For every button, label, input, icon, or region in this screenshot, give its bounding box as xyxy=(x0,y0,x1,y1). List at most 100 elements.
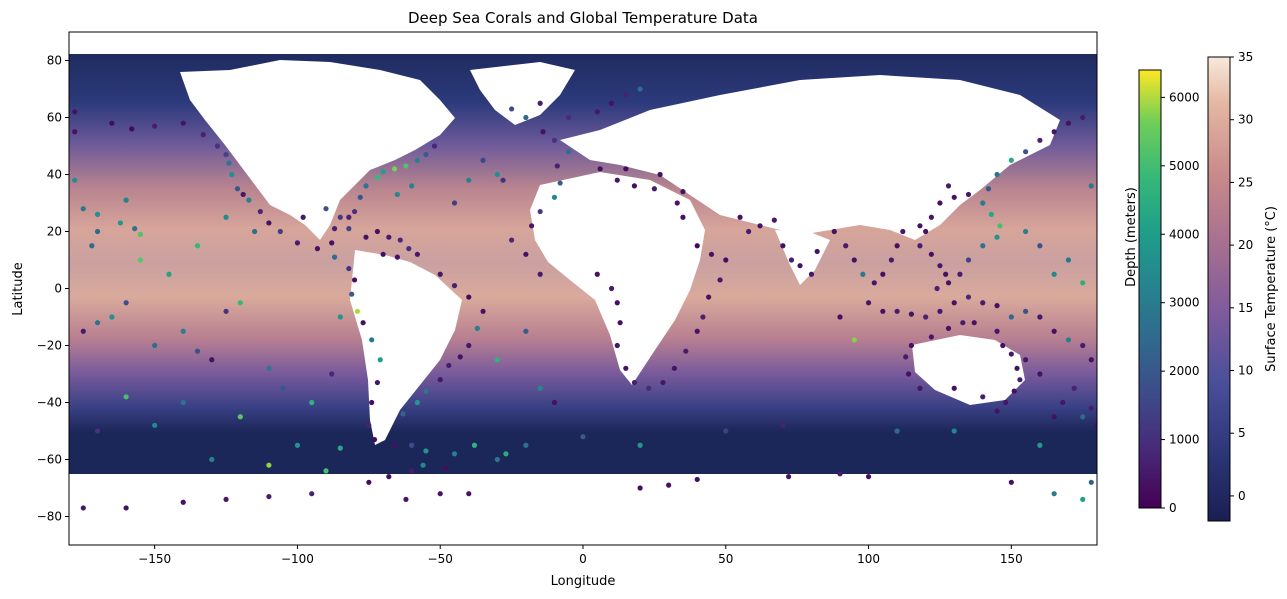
coral-point xyxy=(723,428,729,434)
coral-point xyxy=(166,271,172,277)
coral-point xyxy=(354,308,361,314)
coral-point xyxy=(466,294,472,300)
coral-point xyxy=(894,308,900,314)
coral-point xyxy=(637,86,643,92)
coral-point xyxy=(797,263,803,269)
coral-point xyxy=(374,174,380,180)
coral-point xyxy=(423,388,429,394)
coral-point xyxy=(623,365,629,371)
coral-point xyxy=(237,300,243,306)
coral-point xyxy=(865,300,872,306)
coral-point xyxy=(746,228,752,235)
coral-point xyxy=(437,271,443,277)
coral-point xyxy=(1071,385,1077,391)
coral-point xyxy=(1088,357,1094,363)
depth-tick-label: 3000 xyxy=(1169,296,1200,310)
coral-point xyxy=(965,294,972,300)
coral-point xyxy=(229,171,235,178)
temperature-tick-label: 10 xyxy=(1238,364,1253,378)
coral-point xyxy=(72,129,78,135)
coral-point xyxy=(152,123,158,129)
coral-point xyxy=(666,482,672,488)
coral-point xyxy=(908,342,914,349)
coral-point xyxy=(837,314,843,320)
coral-point xyxy=(529,223,535,229)
coral-point xyxy=(152,422,158,428)
coral-point xyxy=(223,496,229,502)
coral-point xyxy=(786,474,792,480)
coral-point xyxy=(423,448,429,454)
coral-point xyxy=(180,328,186,334)
y-tick-label: 0 xyxy=(54,282,62,296)
coral-point xyxy=(509,106,515,112)
x-axis-ticks: −150 −100 −50 0 50 100 150 xyxy=(138,545,1023,566)
coral-point xyxy=(965,191,972,198)
coral-point xyxy=(466,342,472,349)
coral-point xyxy=(994,303,1000,309)
coral-point xyxy=(443,465,449,471)
coral-point xyxy=(551,399,558,406)
coral-point xyxy=(1037,314,1043,320)
depth-tick-label: 0 xyxy=(1169,501,1177,515)
coral-point xyxy=(717,277,723,283)
coral-point xyxy=(1023,228,1029,235)
coral-point xyxy=(406,246,412,252)
coral-point xyxy=(957,271,963,277)
x-tick-label: −100 xyxy=(281,552,314,566)
coral-point xyxy=(509,237,515,243)
coral-point xyxy=(660,379,666,386)
coral-point xyxy=(391,442,398,448)
coral-point xyxy=(466,177,472,183)
coral-point xyxy=(89,243,95,249)
north-america-land xyxy=(180,60,455,240)
coral-point xyxy=(757,223,763,229)
coral-point xyxy=(523,251,529,257)
africa-land xyxy=(530,172,705,385)
coral-point xyxy=(223,308,229,314)
coral-point xyxy=(706,294,712,300)
coral-point xyxy=(1000,342,1006,349)
coral-point xyxy=(723,257,729,263)
coral-point xyxy=(214,143,221,149)
coral-point xyxy=(1023,308,1029,314)
coral-point xyxy=(994,234,1000,240)
coral-point xyxy=(994,408,1000,414)
coral-point xyxy=(1023,357,1029,363)
coral-point xyxy=(837,471,843,477)
coral-point xyxy=(1088,183,1094,189)
x-tick-label: −50 xyxy=(428,552,453,566)
coral-point xyxy=(329,371,335,377)
coral-point xyxy=(1051,271,1057,277)
coral-point xyxy=(894,243,900,249)
coral-point xyxy=(905,371,912,377)
coral-point xyxy=(132,226,138,232)
coral-point xyxy=(994,171,1000,178)
coral-point xyxy=(480,308,486,314)
coral-point xyxy=(928,251,934,257)
coral-point xyxy=(94,211,101,217)
coral-point xyxy=(580,434,586,440)
coral-point xyxy=(366,479,372,485)
depth-colorbar-label: Depth (meters) xyxy=(1124,187,1139,287)
coral-point xyxy=(80,328,86,334)
india-land xyxy=(775,230,830,285)
coral-point xyxy=(323,206,329,212)
coral-point xyxy=(223,214,229,220)
coral-point xyxy=(1088,405,1094,411)
coral-point xyxy=(414,399,420,406)
temperature-heatmap xyxy=(69,32,1097,545)
coral-point xyxy=(409,183,415,189)
coral-point xyxy=(780,422,786,428)
depth-tick-label: 2000 xyxy=(1169,364,1200,378)
coral-point xyxy=(494,171,500,178)
coral-point xyxy=(1065,120,1072,126)
coral-point xyxy=(346,214,352,220)
coral-point xyxy=(1037,442,1043,448)
coral-point xyxy=(860,271,866,277)
coral-point xyxy=(494,357,500,363)
coral-point xyxy=(851,257,857,263)
y-tick-label: −80 xyxy=(37,510,62,524)
coral-point xyxy=(540,129,546,135)
coral-point xyxy=(1037,137,1043,143)
depth-tick-label: 4000 xyxy=(1169,227,1200,241)
